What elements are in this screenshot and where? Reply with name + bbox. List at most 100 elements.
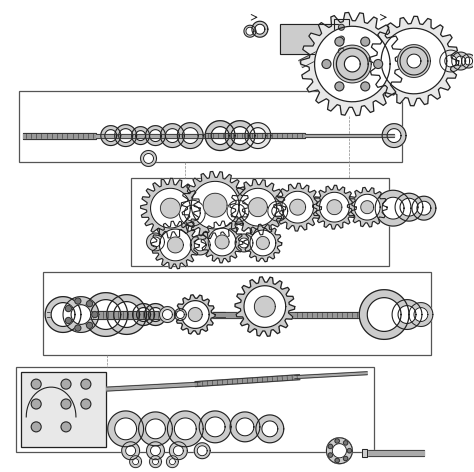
Polygon shape [235, 234, 253, 252]
Circle shape [347, 448, 352, 453]
Circle shape [75, 325, 81, 331]
Circle shape [87, 301, 92, 307]
Polygon shape [361, 201, 374, 214]
Polygon shape [440, 50, 462, 72]
Polygon shape [105, 130, 117, 142]
Polygon shape [290, 199, 306, 215]
Polygon shape [452, 52, 470, 70]
Polygon shape [169, 442, 187, 460]
Polygon shape [159, 307, 175, 322]
Polygon shape [250, 127, 266, 143]
Polygon shape [333, 45, 371, 83]
Polygon shape [138, 412, 173, 446]
Polygon shape [255, 24, 265, 34]
Polygon shape [364, 450, 424, 455]
Polygon shape [137, 308, 151, 321]
Polygon shape [114, 302, 139, 328]
Polygon shape [456, 56, 465, 66]
Circle shape [61, 399, 71, 409]
Polygon shape [327, 438, 352, 464]
Polygon shape [236, 418, 254, 436]
Circle shape [328, 444, 333, 448]
Bar [362, 449, 367, 457]
Polygon shape [197, 446, 207, 455]
Polygon shape [151, 237, 161, 247]
Polygon shape [400, 198, 418, 216]
Polygon shape [169, 459, 175, 464]
Polygon shape [144, 153, 154, 163]
Polygon shape [412, 196, 436, 220]
Polygon shape [182, 171, 249, 239]
Polygon shape [295, 312, 384, 318]
Polygon shape [208, 228, 236, 256]
Polygon shape [174, 418, 196, 440]
Polygon shape [166, 455, 178, 468]
Polygon shape [398, 305, 416, 323]
Polygon shape [141, 151, 156, 167]
Polygon shape [315, 26, 390, 102]
Polygon shape [392, 300, 422, 329]
Circle shape [31, 379, 41, 389]
Polygon shape [244, 224, 282, 262]
Polygon shape [23, 133, 96, 139]
Polygon shape [47, 312, 66, 317]
Polygon shape [159, 229, 191, 261]
Polygon shape [175, 295, 215, 334]
Polygon shape [230, 179, 286, 235]
Polygon shape [191, 181, 239, 229]
Circle shape [65, 305, 72, 312]
Polygon shape [167, 237, 183, 253]
Polygon shape [201, 221, 243, 263]
Polygon shape [118, 129, 133, 143]
Polygon shape [272, 205, 284, 217]
Polygon shape [215, 235, 229, 249]
Polygon shape [319, 192, 349, 222]
Polygon shape [268, 201, 288, 221]
Polygon shape [252, 21, 268, 37]
Polygon shape [199, 411, 231, 443]
Polygon shape [375, 190, 411, 226]
Polygon shape [66, 311, 165, 319]
Polygon shape [239, 188, 277, 226]
Polygon shape [395, 193, 423, 221]
Polygon shape [244, 25, 256, 37]
Polygon shape [161, 124, 184, 148]
Polygon shape [179, 200, 205, 226]
Circle shape [335, 439, 339, 443]
Polygon shape [205, 133, 305, 138]
Polygon shape [182, 301, 209, 329]
Polygon shape [256, 236, 269, 249]
Polygon shape [174, 309, 186, 320]
Polygon shape [231, 204, 245, 218]
Polygon shape [115, 125, 137, 146]
Polygon shape [126, 446, 136, 455]
Polygon shape [161, 198, 180, 218]
Polygon shape [177, 123, 203, 149]
Polygon shape [63, 296, 99, 332]
Polygon shape [153, 459, 158, 464]
Polygon shape [115, 418, 137, 440]
Polygon shape [274, 183, 321, 231]
Polygon shape [190, 235, 210, 255]
Polygon shape [282, 191, 313, 223]
Polygon shape [345, 56, 360, 72]
Polygon shape [176, 311, 184, 319]
Polygon shape [148, 308, 163, 321]
Polygon shape [239, 238, 249, 248]
Polygon shape [211, 126, 229, 144]
Circle shape [338, 36, 345, 42]
Polygon shape [107, 382, 201, 391]
Polygon shape [129, 455, 142, 468]
Bar [335, 19, 349, 59]
Polygon shape [299, 35, 351, 67]
Polygon shape [381, 28, 447, 94]
Polygon shape [230, 412, 260, 442]
Circle shape [75, 298, 81, 304]
Polygon shape [327, 438, 352, 464]
Circle shape [65, 318, 72, 324]
Polygon shape [84, 293, 128, 337]
Polygon shape [347, 187, 387, 227]
Polygon shape [248, 198, 267, 217]
Polygon shape [149, 130, 162, 142]
Polygon shape [152, 221, 199, 269]
